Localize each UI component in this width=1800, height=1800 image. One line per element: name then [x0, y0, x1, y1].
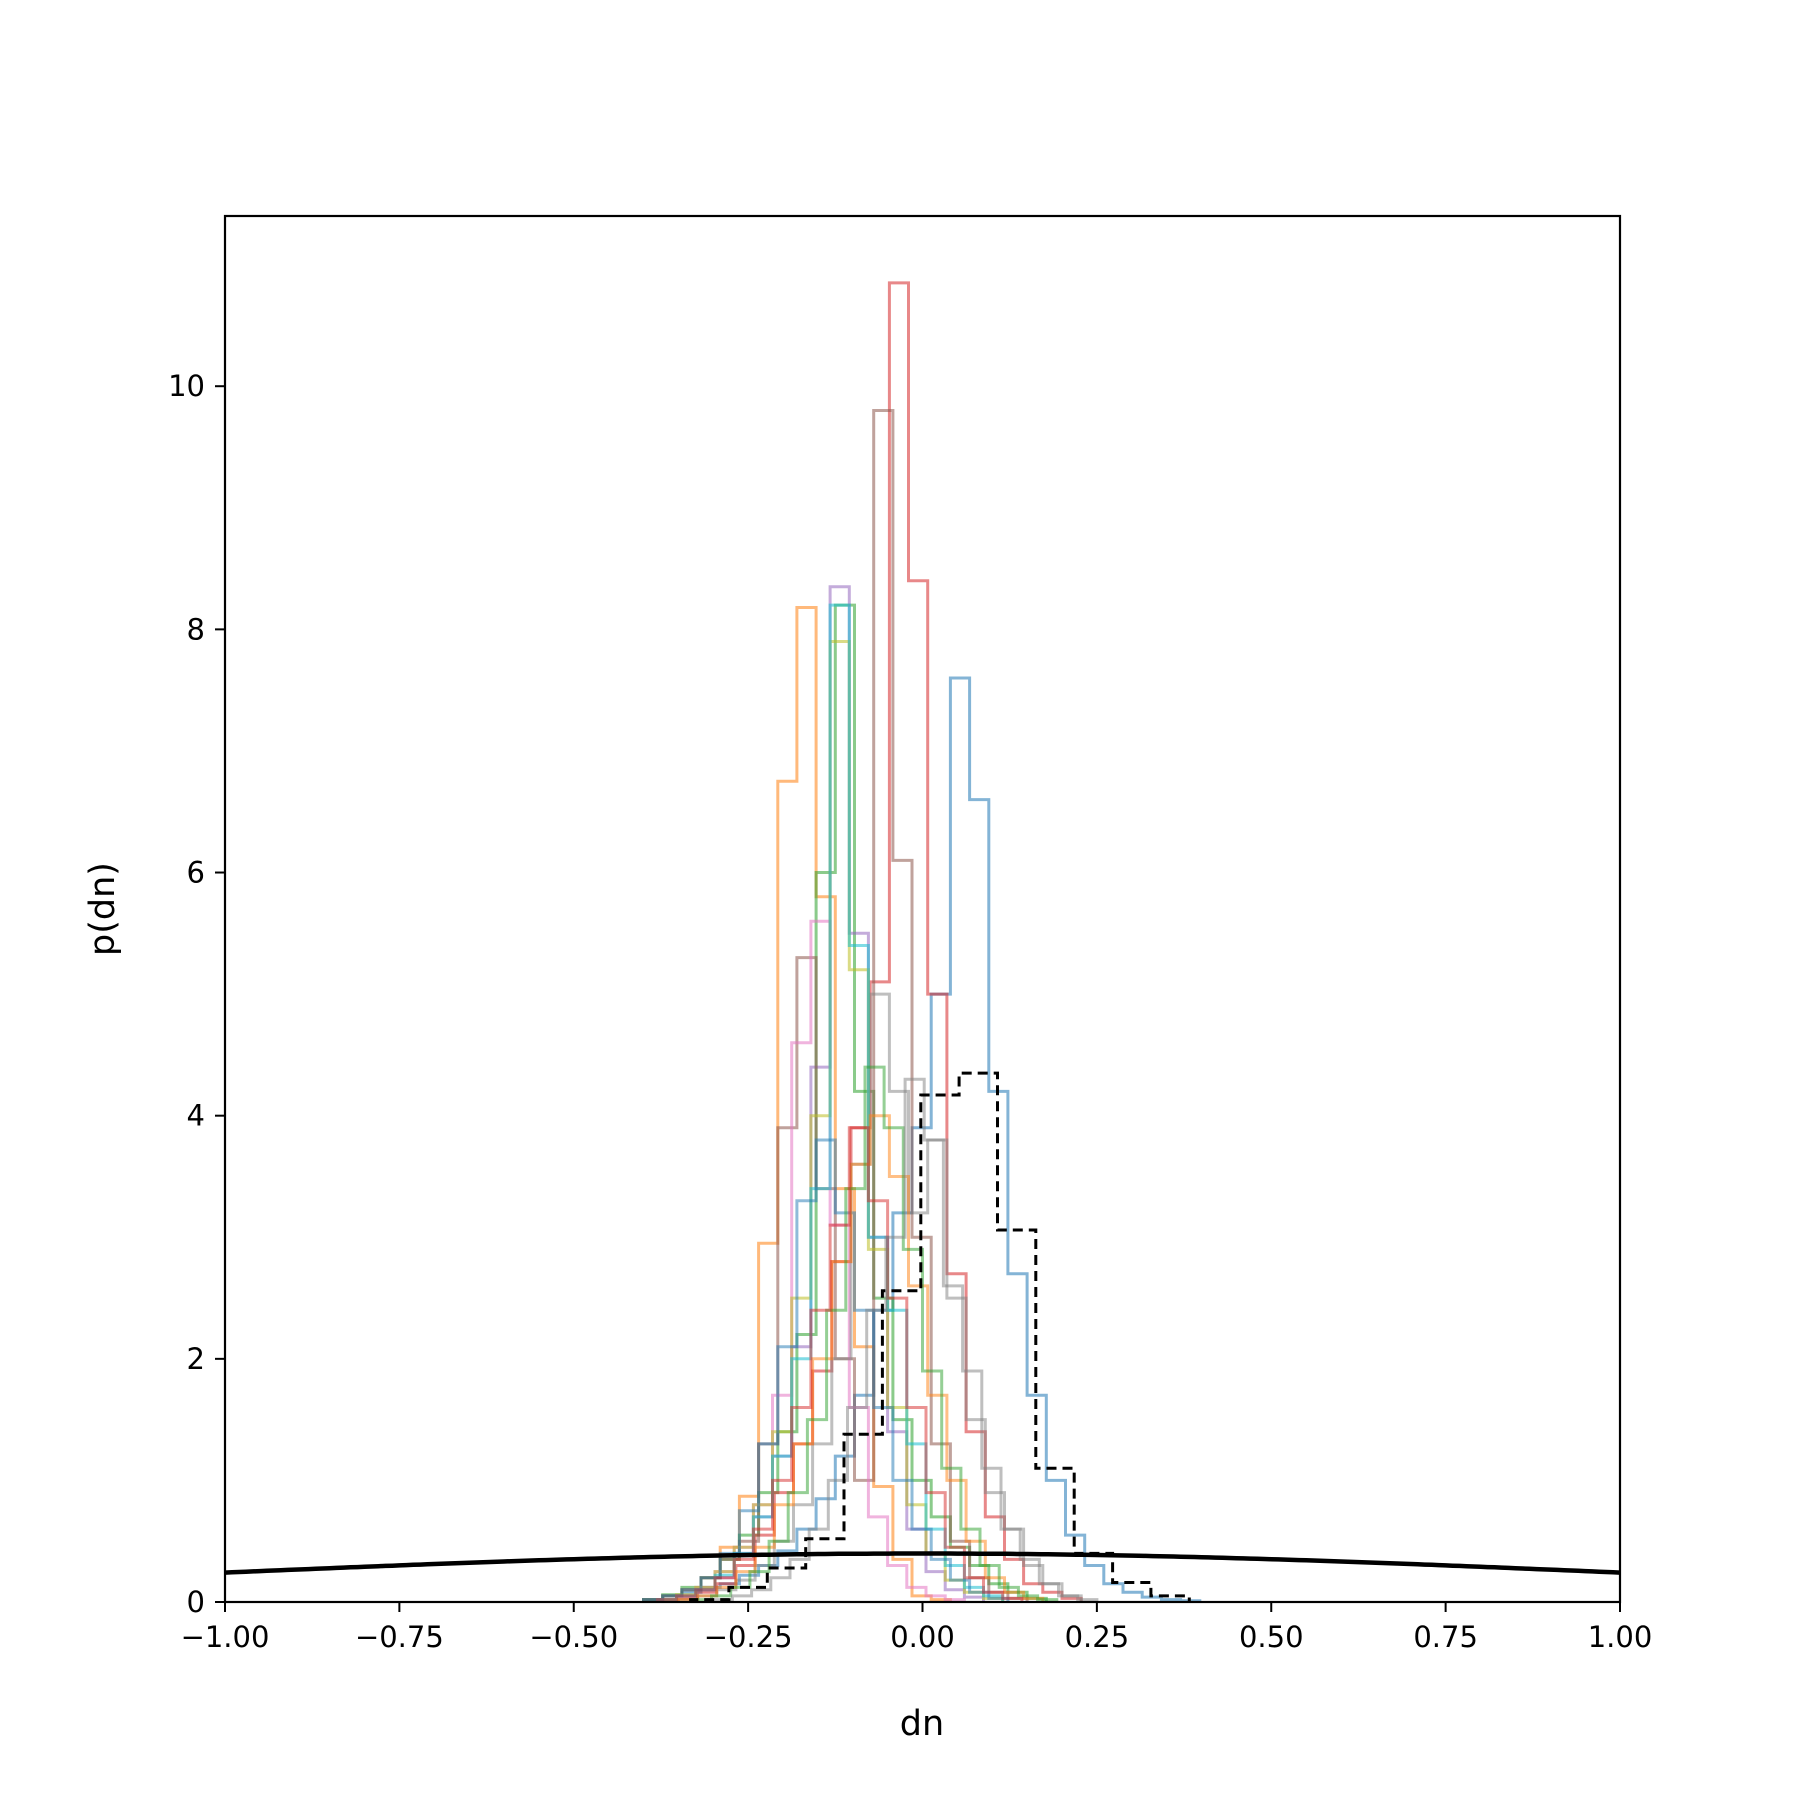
x-tick-label: 1.00	[1588, 1620, 1653, 1654]
histogram-series-15	[711, 1077, 1099, 1602]
y-tick-label: 6	[187, 856, 205, 890]
y-axis-ticks: 0 2 4 6 8 10	[168, 369, 225, 1619]
y-axis-label: p(dn)	[83, 862, 123, 956]
y-tick-label: 10	[168, 369, 205, 403]
y-tick-label: 4	[187, 1099, 205, 1133]
y-tick-label: 8	[187, 612, 205, 646]
prior-normal-curve	[225, 1551, 1620, 1575]
reference-histogram-group	[689, 1071, 1191, 1602]
reference-histogram	[689, 1071, 1191, 1602]
histogram-series-13	[690, 1065, 1059, 1602]
histogram-series-group	[642, 281, 1202, 1602]
x-tick-label: −0.50	[529, 1620, 618, 1654]
x-tick-label: 0.50	[1239, 1620, 1304, 1654]
x-tick-label: −1.00	[181, 1620, 270, 1654]
x-tick-label: 0.75	[1413, 1620, 1478, 1654]
y-tick-label: 2	[187, 1342, 205, 1376]
histogram-series-14	[656, 1126, 1024, 1602]
x-tick-label: −0.75	[355, 1620, 444, 1654]
x-tick-label: 0.00	[890, 1620, 955, 1654]
x-tick-label: −0.25	[704, 1620, 793, 1654]
x-axis-ticks: −1.00 −0.75 −0.50 −0.25 0.00 0.25 0.50 0.75 1.00	[181, 1602, 1653, 1654]
x-axis-label: dn	[900, 1704, 944, 1744]
histogram-series-11	[642, 1138, 1010, 1602]
prior-curve-group	[225, 1551, 1620, 1575]
histogram-series-12	[676, 1114, 1045, 1602]
y-tick-label: 0	[187, 1585, 205, 1619]
x-tick-label: 0.25	[1065, 1620, 1130, 1654]
